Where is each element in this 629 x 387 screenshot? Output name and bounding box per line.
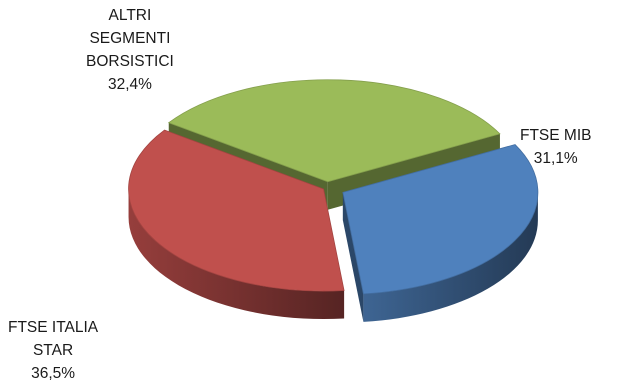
slice-label-altri-value: 32,4% (107, 76, 152, 93)
slice-label-ftse-italia-star-name-2: STAR (32, 342, 74, 359)
slice-label-ftse-italia-star-value: 36,5% (31, 365, 76, 382)
pie-slice-ftse-mib (342, 144, 539, 322)
pie-slice-ftse-mib-top (342, 144, 539, 295)
pie-slice-ftse-mib-wall-end (342, 192, 364, 322)
pie-slice-altri-segmenti-borsistici-top (167, 79, 501, 183)
slice-label-ftse-italia-star-name-1: FTSE ITALIA (8, 319, 99, 336)
slice-label-ftse-italia-star: FTSE ITALIA STAR 36,5% (8, 316, 98, 385)
pie-slice-ftse-mib-side (363, 192, 538, 322)
slice-label-ftse-mib: FTSE MIB 31,1% (520, 124, 591, 170)
slice-label-altri-segmenti-borsistici: ALTRI SEGMENTI BORSISTICI 32,4% (86, 4, 174, 96)
pie-slice-ftse-italia-star-top (128, 129, 345, 292)
slice-label-altri-name-1: ALTRI (108, 7, 152, 24)
slice-label-altri-name-2: SEGMENTI (89, 30, 171, 47)
slice-label-altri-name-3: BORSISTICI (86, 53, 174, 70)
pie-slice-ftse-italia-star-side (128, 189, 345, 320)
slice-label-ftse-mib-value: 31,1% (533, 150, 578, 167)
pie-slice-ftse-italia-star (128, 129, 345, 320)
slice-label-ftse-mib-name: FTSE MIB (520, 127, 592, 144)
